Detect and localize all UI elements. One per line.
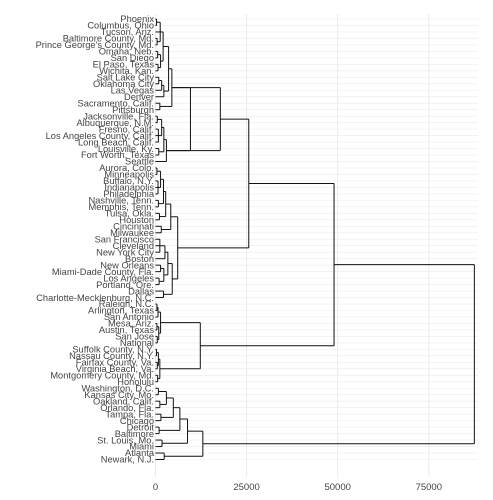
leaf-label: Nassau County, N.Y.	[69, 351, 154, 361]
leaf-label: New York City	[96, 247, 154, 257]
leaf-label: Miami-Dade County, Fla.	[52, 267, 154, 277]
leaf-label: National	[120, 338, 154, 348]
leaf-label: Memphis, Tenn.	[89, 202, 154, 212]
leaf-label: Aurora, Colo.	[99, 163, 154, 173]
leaf-label: Los Angeles County, Calif.	[46, 131, 154, 141]
leaf-label: Tampa, Fla.	[105, 409, 154, 419]
leaf-label: Omaha, Neb.	[99, 47, 154, 57]
leaf-label: Sacramento, Calif.	[78, 98, 154, 108]
leaf-label: Fort Worth, Texas	[81, 150, 154, 160]
leaf-label: Newark, N.J.	[101, 455, 154, 465]
leaf-label: Los Angeles	[103, 273, 154, 283]
leaf-label: Nashville, Tenn.	[89, 196, 154, 206]
leaf-label: Suffolk County, N.Y.	[72, 345, 154, 355]
leaf-label: San Jose	[115, 332, 154, 342]
leaf-label: St. Louis, Mo.	[97, 435, 154, 445]
leaf-label: Atlanta	[125, 448, 155, 458]
leaf-label: El Paso, Texas	[93, 60, 155, 70]
leaf-label: Portland, Ore.	[96, 280, 154, 290]
leaf-label: Honolulu	[117, 377, 154, 387]
dendrogram-branches	[155, 18, 475, 460]
leaf-label: Arlington, Texas	[88, 306, 154, 316]
leaf-label: Buffalo, N.Y.	[103, 176, 154, 186]
leaf-label: Tucson, Ariz.	[101, 27, 154, 37]
leaf-label: Dallas	[128, 286, 154, 296]
leaf-label: Wichita, Kan.	[99, 66, 154, 76]
leaf-label: Detroit	[127, 422, 155, 432]
leaf-label: Jacksonville, Fla.	[83, 111, 154, 121]
leaf-label: Orlando, Fla.	[100, 403, 154, 413]
x-tick-label: 25000	[233, 482, 259, 493]
leaf-label: Albuquerque, N.M.	[76, 118, 154, 128]
leaf-label: Louisville, Ky.	[98, 144, 154, 154]
leaf-label: San Diego	[111, 53, 154, 63]
leaf-label: Minneapolis	[104, 170, 154, 180]
leaf-label: San Antonio	[104, 312, 154, 322]
leaf-label: Kansas City, Mo.	[84, 390, 154, 400]
leaf-label: Raleigh, N.C.	[99, 299, 154, 309]
leaf-label: Virginia Beach, Va.	[76, 364, 154, 374]
leaf-label: Houston	[119, 215, 154, 225]
leaf-label: Denver	[124, 92, 154, 102]
x-axis-ticks: 0 25000 50000 75000	[153, 482, 442, 493]
leaf-label: Baltimore	[115, 429, 154, 439]
leaf-label: Pittsburgh	[112, 105, 154, 115]
leaf-label: Austin, Texas	[99, 325, 154, 335]
leaf-label: Tulsa, Okla.	[105, 209, 154, 219]
leaf-label: Fairfax County, Va.	[76, 358, 154, 368]
leaf-label: Washington, D.C.	[81, 383, 154, 393]
leaf-label: Milwaukee	[110, 228, 154, 238]
leaf-label: Montgomery County, Md.	[50, 370, 154, 380]
leaf-label: Oklahoma City	[93, 79, 154, 89]
x-tick-label: 0	[153, 482, 158, 493]
x-tick-label: 50000	[324, 482, 350, 493]
leaf-label: Phoenix	[120, 14, 154, 24]
leaf-label: Chicago	[120, 416, 154, 426]
leaf-label: Boston	[125, 254, 154, 264]
leaf-label: Long Beach, Calif.	[78, 137, 154, 147]
leaf-label: Las Vegas	[111, 85, 155, 95]
leaf-label: Cleveland	[113, 241, 154, 251]
leaf-label: Baltimore County, Md.	[63, 34, 154, 44]
leaf-label: Miami	[129, 442, 154, 452]
x-tick-label: 75000	[416, 482, 442, 493]
leaf-label: Fresno, Calif.	[99, 124, 154, 134]
leaf-label: Oakland, Calif.	[93, 396, 154, 406]
leaf-label: Indianapolis	[104, 183, 154, 193]
leaf-label: New Orleans	[100, 260, 154, 270]
leaf-label: Prince George's County, Md.	[36, 40, 154, 50]
leaf-label: Columbus, Ohio	[87, 21, 154, 31]
leaf-label: Salt Lake City	[97, 73, 155, 83]
leaf-label: Charlotte-Mecklenburg, N.C.	[36, 293, 154, 303]
leaf-label: Mesa, Ariz.	[108, 319, 154, 329]
grid-layer	[150, 14, 478, 477]
leaf-label: San Francisco	[95, 234, 154, 244]
leaf-label: Cincinnati	[113, 221, 154, 231]
leaf-label: Seattle	[125, 157, 154, 167]
leaf-label: Philadelphia	[103, 189, 154, 199]
